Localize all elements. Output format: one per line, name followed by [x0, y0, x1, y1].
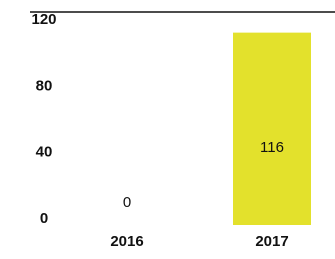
y-tick-label: 40	[36, 144, 53, 161]
chart: 0 40 80 120 2016 0 2017 116	[0, 0, 335, 259]
y-tick-label: 120	[31, 11, 56, 28]
x-tick-label: 2016	[110, 233, 143, 250]
value-label: 0	[123, 194, 131, 211]
bar	[233, 33, 311, 225]
x-tick-label: 2017	[255, 233, 288, 250]
value-label: 116	[260, 139, 284, 156]
y-tick-label: 0	[40, 210, 48, 227]
y-tick-label: 80	[36, 77, 53, 94]
